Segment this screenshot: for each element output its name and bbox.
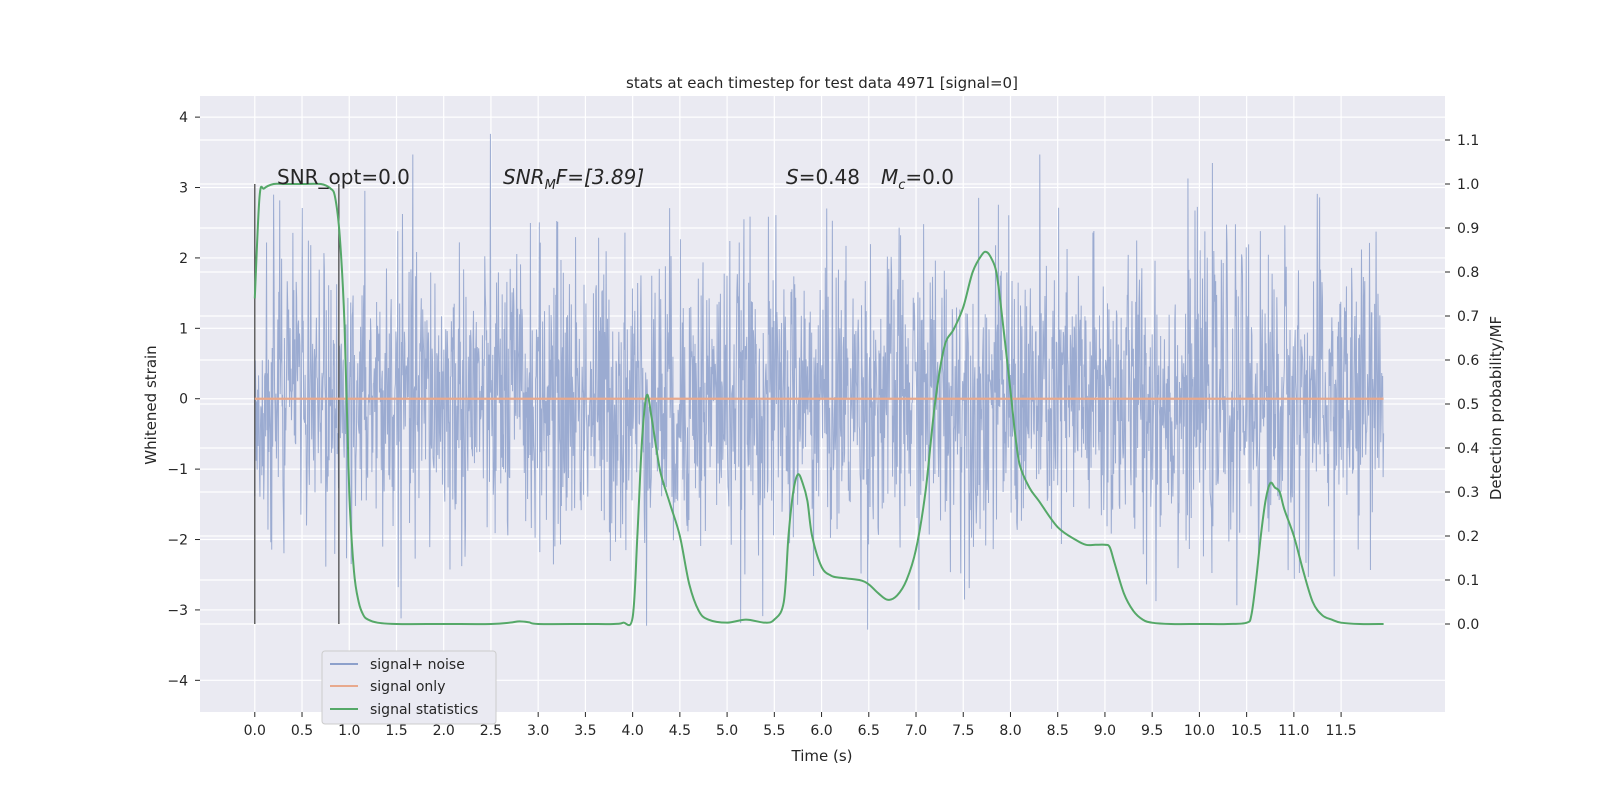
x-tick-label: 10.0 bbox=[1184, 723, 1215, 739]
annotation-snr-mf-sub: M bbox=[545, 178, 556, 193]
legend-label-signal-noise: signal+ noise bbox=[370, 657, 465, 673]
signal-noise-series bbox=[254, 133, 1385, 630]
right-y-tick-label: 0.5 bbox=[1457, 397, 1479, 413]
x-tick-label: 3.5 bbox=[574, 723, 596, 739]
x-tick-label: 11.5 bbox=[1326, 723, 1357, 739]
x-tick-label: 3.0 bbox=[527, 723, 549, 739]
x-tick-label: 1.0 bbox=[338, 723, 360, 739]
left-y-axis-ticks: −4 −3 −2 −1 0 1 2 3 4 bbox=[167, 110, 200, 689]
x-tick-label: 0.5 bbox=[291, 723, 313, 739]
legend-label-signal-statistics: signal statistics bbox=[370, 702, 478, 718]
annotation-snr-mf-rest: F=[3.89] bbox=[556, 165, 644, 189]
annotation-snr-opt: SNR_opt=0.0 bbox=[277, 165, 410, 189]
x-tick-label: 2.0 bbox=[433, 723, 455, 739]
right-y-tick-label: 0.6 bbox=[1457, 353, 1479, 369]
legend-label-signal-only: signal only bbox=[370, 679, 445, 695]
x-axis-label: Time (s) bbox=[791, 747, 853, 765]
annotation-mc-name: M bbox=[881, 165, 898, 189]
x-tick-label: 7.5 bbox=[952, 723, 974, 739]
right-y-tick-label: 0.0 bbox=[1457, 617, 1479, 633]
right-y-axis-label: Detection probability/MF bbox=[1487, 316, 1505, 500]
annotation-s-value: =0.48 bbox=[799, 165, 860, 189]
x-axis-ticks: 0.0 0.5 1.0 1.5 2.0 2.5 3.0 3.5 4.0 4.5 5.0 5.5 6.0 6… bbox=[244, 712, 1357, 739]
right-y-tick-label: 0.8 bbox=[1457, 265, 1479, 281]
right-y-tick-label: 0.1 bbox=[1457, 573, 1479, 589]
annotation-mc-sub: c bbox=[898, 178, 905, 193]
x-tick-label: 4.0 bbox=[621, 723, 643, 739]
left-y-tick-label: −2 bbox=[167, 533, 188, 549]
right-y-axis-ticks: 0.0 0.1 0.2 0.3 0.4 0.5 0.6 0.7 0.8 0.9 1.0 1.1 bbox=[1445, 133, 1479, 633]
x-tick-label: 8.5 bbox=[1047, 723, 1069, 739]
x-tick-label: 9.5 bbox=[1141, 723, 1163, 739]
x-tick-label: 9.0 bbox=[1094, 723, 1116, 739]
annotation-snr-mf: SNRMF=[3.89] bbox=[503, 165, 644, 193]
x-tick-label: 5.5 bbox=[763, 723, 785, 739]
left-y-tick-label: 0 bbox=[179, 392, 188, 408]
left-y-tick-label: 1 bbox=[179, 321, 188, 337]
left-y-tick-label: −1 bbox=[167, 462, 188, 478]
right-y-tick-label: 0.7 bbox=[1457, 309, 1479, 325]
x-tick-label: 1.5 bbox=[385, 723, 407, 739]
annotation-mc: Mc=0.0 bbox=[881, 165, 954, 193]
x-tick-label: 8.0 bbox=[999, 723, 1021, 739]
right-y-tick-label: 0.4 bbox=[1457, 441, 1479, 457]
legend: signal+ noise signal only signal statist… bbox=[321, 650, 497, 725]
x-tick-label: 6.5 bbox=[858, 723, 880, 739]
left-y-tick-label: −3 bbox=[167, 603, 188, 619]
legend-box bbox=[321, 650, 497, 725]
right-y-tick-label: 0.3 bbox=[1457, 485, 1479, 501]
vertical-markers bbox=[254, 184, 340, 624]
x-tick-label: 5.0 bbox=[716, 723, 738, 739]
x-tick-label: 2.5 bbox=[480, 723, 502, 739]
right-y-tick-label: 0.2 bbox=[1457, 529, 1479, 545]
right-y-tick-label: 0.9 bbox=[1457, 221, 1479, 237]
x-tick-label: 4.5 bbox=[669, 723, 691, 739]
right-y-tick-label: 1.0 bbox=[1457, 177, 1479, 193]
x-tick-label: 7.0 bbox=[905, 723, 927, 739]
left-y-tick-label: −4 bbox=[167, 673, 188, 689]
left-y-axis-label: Whitened strain bbox=[142, 345, 160, 464]
x-tick-label: 0.0 bbox=[244, 723, 266, 739]
x-tick-label: 11.0 bbox=[1278, 723, 1309, 739]
signal-noise-line bbox=[254, 133, 1385, 630]
annotation-snr-mf-name: SNR bbox=[503, 165, 545, 189]
left-y-tick-label: 4 bbox=[179, 110, 188, 126]
x-tick-label: 6.0 bbox=[810, 723, 832, 739]
chart-title: stats at each timestep for test data 497… bbox=[626, 74, 1018, 92]
left-y-tick-label: 2 bbox=[179, 251, 188, 267]
x-tick-label: 10.5 bbox=[1231, 723, 1262, 739]
annotation-s: S=0.48 bbox=[786, 165, 860, 189]
right-y-tick-label: 1.1 bbox=[1457, 133, 1479, 149]
left-y-tick-label: 3 bbox=[179, 181, 188, 197]
signal-statistics-line bbox=[253, 182, 1384, 627]
annotation-mc-value: =0.0 bbox=[905, 165, 954, 189]
signal-statistics-series bbox=[253, 182, 1384, 627]
annotation-s-name: S bbox=[786, 165, 799, 189]
